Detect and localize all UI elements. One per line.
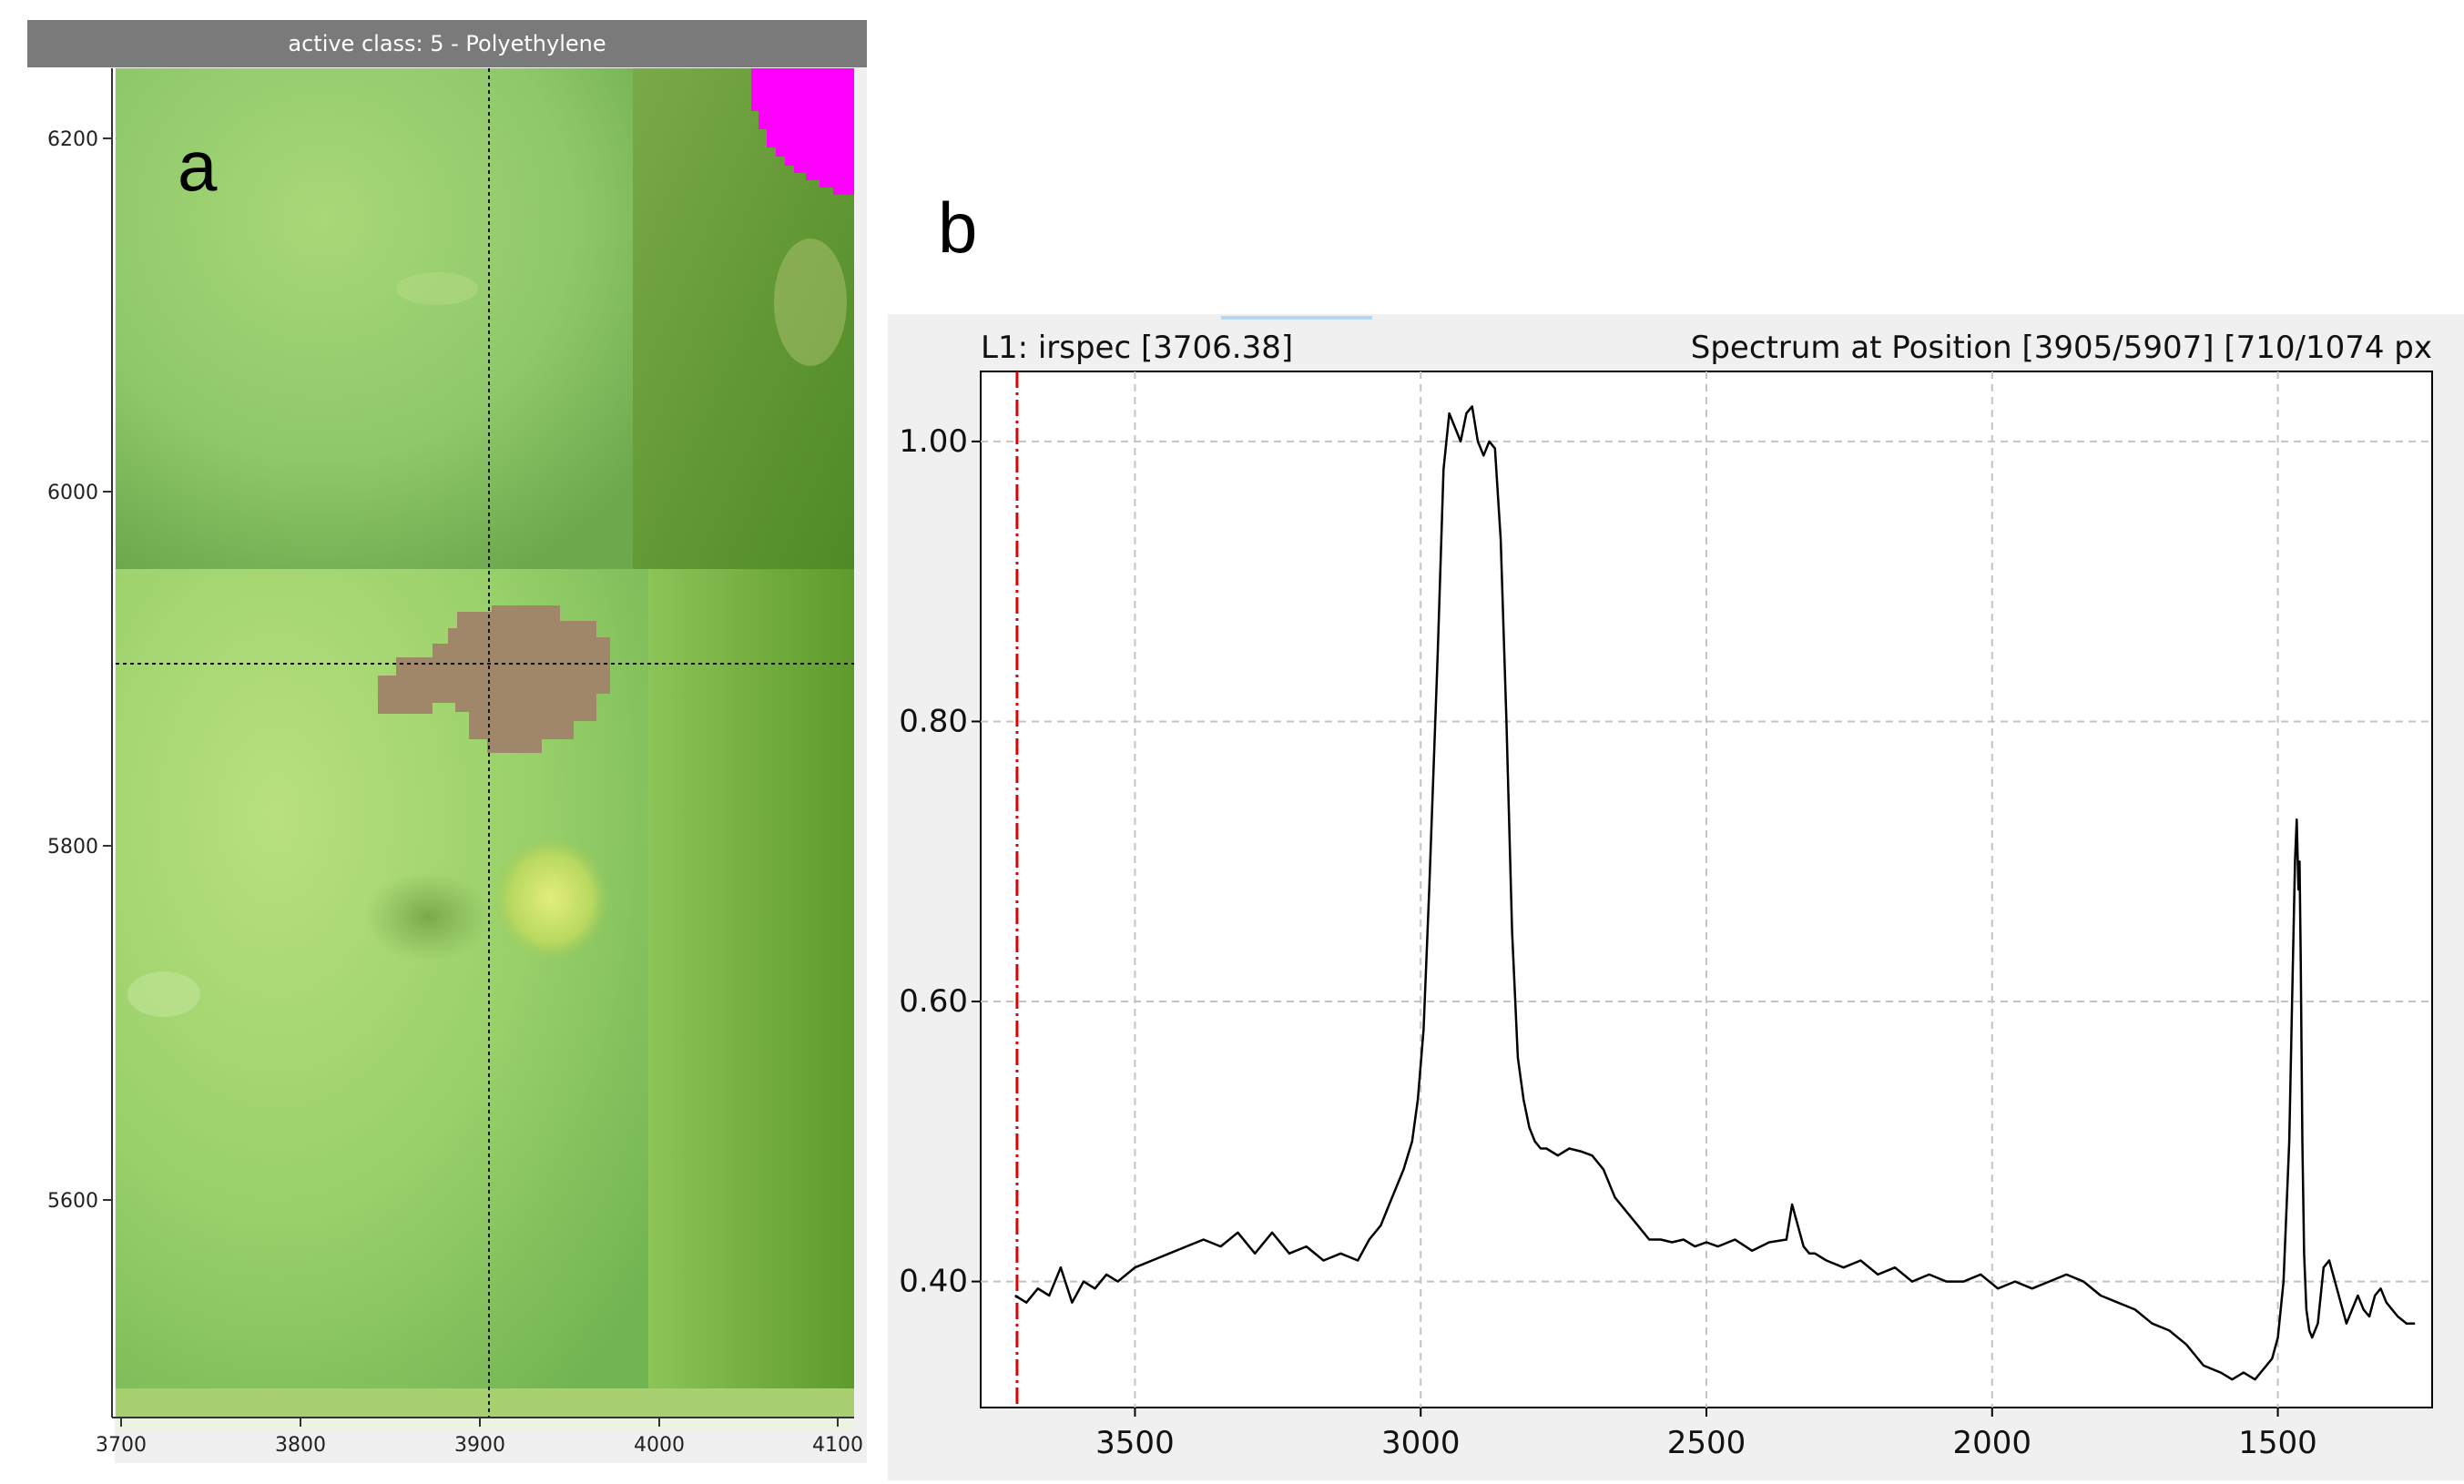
y-tick-label: 0.40 [899,1264,968,1300]
y-tick-label: 6200 [47,128,98,151]
x-tick-label: 3000 [1381,1425,1461,1461]
x-tick-label: 2000 [1953,1425,2032,1461]
x-tick-label: 4000 [634,1434,685,1457]
y-tick-label: 5600 [47,1190,98,1213]
series-layer [1014,405,2416,1381]
spectrum-series-line [1014,405,2416,1381]
x-tick-label: 3900 [454,1434,505,1457]
x-tick-label: 1500 [2238,1425,2317,1461]
class-particle-magenta [751,68,854,195]
y-tick-label: 0.60 [899,983,968,1020]
active-class-titlebar: active class: 5 - Polyethylene [27,20,867,67]
y-tick-label: 5800 [47,836,98,859]
spectrum-chart[interactable]: L1: irspec [3706.38] Spectrum at Positio… [888,314,2464,1480]
x-tick-label: 3800 [275,1434,326,1457]
spectrum-header-right: Spectrum at Position [3905/5907] [710/10… [1691,330,2432,366]
y-tick-label: 1.00 [899,423,968,460]
class-particle-polyethylene[interactable] [378,605,610,753]
axis-ticks: 3500 3000 2500 2000 1500 0.40 0.60 0.80 1.00 [899,423,2317,1461]
x-axis-ticks: 3700 3800 3900 4000 4100 [96,1418,863,1457]
panel-label-b: b [938,188,978,268]
spectrum-panel: L1: irspec [3706.38] Spectrum at Positio… [888,314,2464,1480]
image-tile-bottom-right [648,569,854,1388]
y-tick-label: 0.80 [899,703,968,739]
selection-indicator [1221,316,1372,320]
x-tick-label: 4100 [812,1434,863,1457]
panel-label-a: a [178,126,218,206]
x-tick-label: 3700 [96,1434,147,1457]
y-tick-label: 6000 [47,482,98,504]
grid-lines [981,371,2432,1408]
image-tile-bottom-strip [116,1388,854,1418]
x-tick-label: 2500 [1667,1425,1746,1461]
class-map-svg[interactable]: 6200 6000 5800 5600 3700 3800 3900 4000 … [27,20,867,1463]
image-tile-top-left [116,68,633,569]
class-map-panel: active class: 5 - Polyethylene [27,20,867,1463]
y-axis-ticks: 6200 6000 5800 5600 [47,128,112,1213]
x-tick-label: 3500 [1095,1425,1175,1461]
spectrum-header-left: L1: irspec [3706.38] [981,330,1293,366]
